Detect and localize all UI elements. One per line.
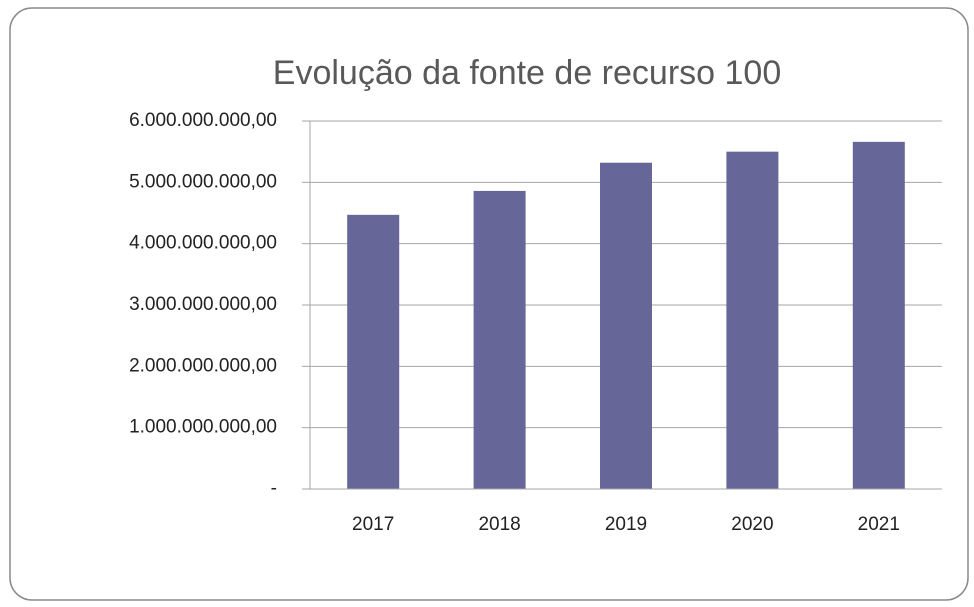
y-tick-label: 3.000.000.000,00 xyxy=(129,294,277,315)
bar xyxy=(726,151,779,489)
y-tick-label: 1.000.000.000,00 xyxy=(129,417,277,438)
y-tick-label: - xyxy=(271,478,277,499)
y-tick-label: 5.000.000.000,00 xyxy=(129,171,277,192)
bar xyxy=(347,214,400,489)
y-tick-label: 2.000.000.000,00 xyxy=(129,355,277,376)
bar xyxy=(600,162,652,489)
chart-title: Evolução da fonte de recurso 100 xyxy=(273,54,781,92)
y-tick-label: 6.000.000.000,00 xyxy=(129,110,277,131)
x-tick-label: 2021 xyxy=(858,514,900,535)
bar xyxy=(473,190,526,490)
x-tick-label: 2018 xyxy=(478,514,520,535)
x-tick-label: 2017 xyxy=(352,514,394,535)
y-tick-label: 4.000.000.000,00 xyxy=(129,233,277,254)
x-tick-label: 2020 xyxy=(731,514,773,535)
x-tick-label: 2019 xyxy=(605,514,647,535)
bar xyxy=(852,141,905,489)
